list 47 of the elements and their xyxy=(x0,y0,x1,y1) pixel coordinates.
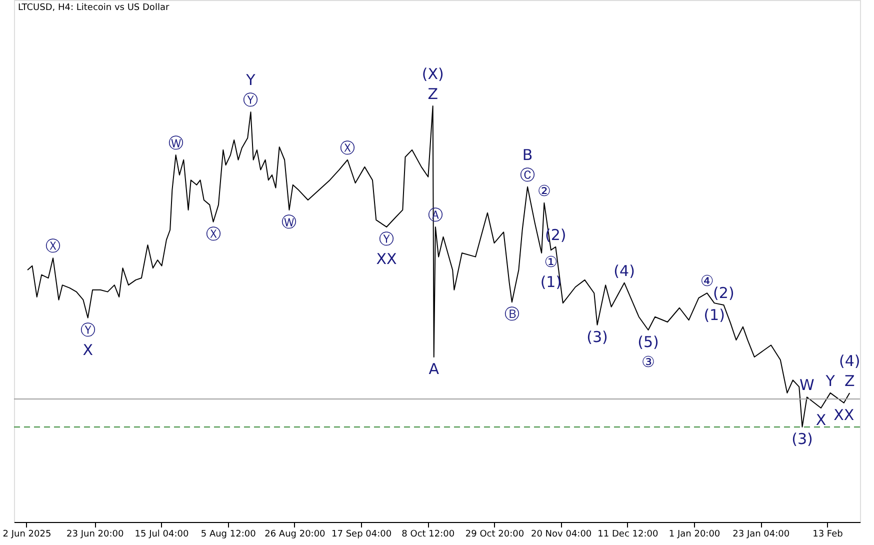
x-tick-label: 17 Sep 04:00 xyxy=(332,530,392,540)
annotation: X xyxy=(816,411,826,430)
x-tick-label: 29 Oct 20:00 xyxy=(465,530,524,540)
annotation: ③ xyxy=(642,353,655,372)
x-tick-label: 13 Feb xyxy=(812,530,844,540)
x-tick-label: 20 Nov 04:00 xyxy=(530,530,592,540)
x-tick-label: 15 Jul 04:00 xyxy=(134,530,189,540)
annotation: A xyxy=(428,360,440,378)
annotation: (2) xyxy=(713,284,734,302)
x-tick-label: 2 Jun 2025 xyxy=(2,530,52,540)
x-tick-label: 23 Jun 20:00 xyxy=(66,530,124,540)
annotation: (4) xyxy=(838,352,860,370)
annotation: X xyxy=(82,340,94,359)
annotation: (5) xyxy=(638,333,659,352)
annotation: ② xyxy=(537,182,551,200)
annotation: (X) xyxy=(422,64,444,83)
x-tick-label: 26 Aug 20:00 xyxy=(264,530,326,540)
annotation: Ⓒ xyxy=(520,166,536,184)
annotation: XX xyxy=(834,406,854,424)
annotation: (3) xyxy=(792,430,813,448)
annotation: (1) xyxy=(704,306,725,324)
x-tick-label: 23 Jan 04:00 xyxy=(732,530,790,540)
annotation: Ⓦ xyxy=(168,134,184,152)
annotation: (3) xyxy=(586,328,608,346)
annotation: Y xyxy=(245,71,256,90)
annotation: Z xyxy=(844,372,855,390)
x-tick-label: 1 Jan 20:00 xyxy=(668,530,720,540)
annotation: (4) xyxy=(614,262,635,280)
annotation: Ⓑ xyxy=(504,305,520,324)
annotation: Y xyxy=(824,372,836,390)
annotation: Z xyxy=(428,84,438,103)
annotation: Ⓨ xyxy=(80,320,96,339)
x-tick-label: 8 Oct 12:00 xyxy=(402,530,455,540)
annotation: W xyxy=(800,376,815,394)
annotation: ① xyxy=(544,253,558,272)
annotation: Ⓧ xyxy=(340,138,356,157)
annotation: Ⓨ xyxy=(243,91,258,110)
annotation: Ⓧ xyxy=(46,237,61,256)
annotation: Ⓧ xyxy=(206,224,221,243)
annotation: Ⓨ xyxy=(379,230,394,248)
x-tick-label: 11 Dec 12:00 xyxy=(598,530,658,540)
annotation: B xyxy=(522,146,533,164)
annotation: Ⓦ xyxy=(282,212,297,231)
annotation: ④ xyxy=(700,272,714,290)
annotation: XX xyxy=(376,250,397,268)
x-tick-label: 5 Aug 12:00 xyxy=(200,530,256,540)
chart-title: LTCUSD, H4: Litecoin vs US Dollar xyxy=(18,3,170,13)
